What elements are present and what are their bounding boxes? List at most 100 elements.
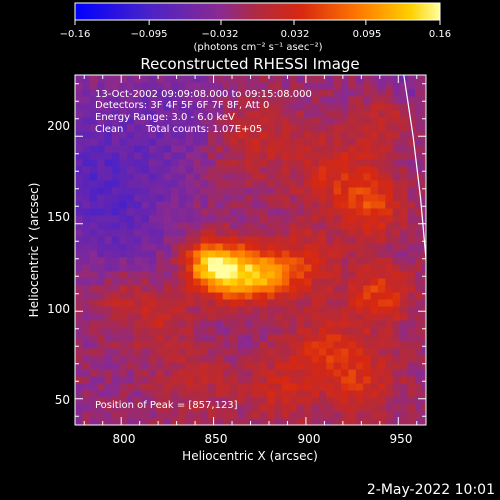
heatmap-cell: [341, 96, 349, 104]
heatmap-cell: [377, 180, 386, 188]
heatmap-cell: [296, 201, 305, 209]
heatmap-cell: [244, 376, 253, 384]
heatmap-cell: [311, 180, 320, 188]
heatmap-cell: [400, 208, 409, 216]
heatmap-cell: [89, 334, 98, 342]
heatmap-cell: [141, 369, 150, 377]
heatmap-cell: [97, 334, 106, 342]
heatmap-cell: [200, 145, 209, 153]
heatmap-cell: [156, 355, 165, 363]
heatmap-cell: [385, 131, 394, 139]
heatmap-cell: [363, 117, 372, 125]
heatmap-cell: [244, 222, 253, 230]
heatmap-cell: [333, 369, 342, 377]
heatmap-cell: [407, 411, 416, 419]
heatmap-cell: [392, 166, 401, 174]
heatmap-cell: [407, 117, 416, 125]
heatmap-cell: [370, 355, 379, 363]
heatmap-cell: [259, 173, 268, 181]
heatmap-cell: [215, 159, 224, 167]
heatmap-cell: [377, 243, 386, 251]
heatmap-cell: [215, 208, 224, 216]
heatmap-cell: [141, 201, 150, 209]
heatmap-cell: [141, 110, 150, 118]
heatmap-cell: [318, 404, 327, 412]
heatmap-cell: [281, 117, 290, 125]
heatmap-cell: [267, 376, 276, 384]
heatmap-cell: [148, 187, 157, 195]
heatmap-cell: [82, 173, 91, 181]
heatmap-cell: [304, 404, 312, 412]
heatmap-cell: [230, 187, 239, 195]
heatmap-cell: [252, 397, 261, 405]
heatmap-cell: [126, 152, 135, 160]
heatmap-cell: [370, 418, 379, 425]
heatmap-cell: [348, 110, 357, 118]
heatmap-cell: [89, 187, 98, 195]
heatmap-cell: [208, 103, 216, 111]
heatmap-cell: [296, 320, 305, 328]
heatmap-cell: [377, 411, 386, 419]
heatmap-cell: [193, 299, 202, 307]
heatmap-cell: [281, 327, 290, 335]
heatmap-cell: [171, 201, 179, 209]
heatmap-cell: [208, 369, 216, 377]
heatmap-cell: [156, 376, 165, 384]
heatmap-cell: [377, 257, 386, 265]
heatmap-cell: [274, 96, 283, 104]
heatmap-cell: [200, 117, 209, 125]
heatmap-cell: [296, 131, 305, 139]
heatmap-cell: [289, 285, 298, 293]
heatmap-cell: [318, 131, 327, 139]
heatmap-cell: [171, 124, 179, 132]
heatmap-cell: [156, 250, 165, 258]
heatmap-cell: [259, 145, 268, 153]
heatmap-cell: [370, 285, 379, 293]
heatmap-cell: [377, 103, 386, 111]
heatmap-cell: [200, 75, 209, 83]
heatmap-cell: [281, 159, 290, 167]
heatmap-cell: [318, 362, 327, 370]
heatmap-cell: [215, 348, 224, 356]
heatmap-cell: [267, 404, 276, 412]
heatmap-cell: [230, 152, 239, 160]
heatmap-cell: [252, 82, 261, 90]
heatmap-cell: [370, 89, 379, 97]
heatmap-cell: [296, 418, 305, 425]
heatmap-cell: [75, 159, 83, 167]
heatmap-cell: [215, 117, 224, 125]
heatmap-cell: [370, 397, 379, 405]
heatmap-cell: [348, 292, 357, 300]
heatmap-cell: [111, 215, 120, 223]
heatmap-cell: [341, 243, 349, 251]
heatmap-cell: [200, 131, 209, 139]
heatmap-cell: [244, 348, 253, 356]
heatmap-cell: [304, 222, 312, 230]
heatmap-cell: [414, 292, 423, 300]
heatmap-cell: [193, 229, 202, 237]
heatmap-cell: [377, 173, 386, 181]
heatmap-cell: [333, 110, 342, 118]
heatmap-cell: [377, 376, 386, 384]
heatmap-cell: [296, 145, 305, 153]
heatmap-cell: [407, 194, 416, 202]
heatmap-cell: [422, 159, 426, 167]
heatmap-cell: [377, 208, 386, 216]
heatmap-cell: [363, 103, 372, 111]
heatmap-cell: [97, 271, 106, 279]
heatmap-cell: [414, 250, 423, 258]
heatmap-cell: [289, 320, 298, 328]
heatmap-cell: [348, 131, 357, 139]
heatmap-cell: [193, 383, 202, 391]
heatmap-cell: [318, 285, 327, 293]
heatmap-cell: [111, 306, 120, 314]
heatmap-cell: [400, 152, 409, 160]
heatmap-cell: [75, 285, 83, 293]
heatmap-cell: [274, 138, 283, 146]
heatmap-cell: [400, 257, 409, 265]
heatmap-cell: [311, 390, 320, 398]
heatmap-cell: [200, 110, 209, 118]
heatmap-cell: [311, 152, 320, 160]
heatmap-cell: [259, 166, 268, 174]
heatmap-cell: [156, 180, 165, 188]
